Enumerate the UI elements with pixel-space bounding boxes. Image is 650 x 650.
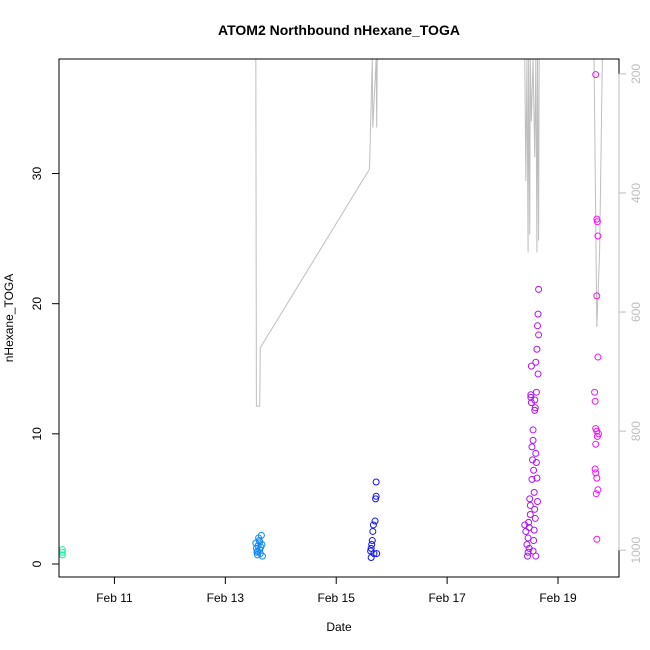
x-tick-label: Feb 17 [428, 591, 466, 605]
data-point [593, 218, 601, 226]
y-tick-label: 20 [30, 297, 44, 311]
data-point [257, 531, 265, 539]
data-point [592, 469, 600, 477]
data-point [532, 358, 540, 366]
data-point [532, 458, 540, 466]
data-point [254, 547, 261, 555]
data-point [532, 388, 540, 396]
secondary-series [255, 58, 603, 407]
data-point [535, 331, 543, 339]
data-point [528, 443, 536, 451]
data-point [533, 345, 541, 353]
data-point [527, 391, 535, 399]
data-point [592, 71, 600, 79]
data-point [592, 440, 600, 448]
y-axis-label: nHexane_TOGA [2, 274, 16, 363]
data-point [593, 215, 601, 223]
data-point [523, 540, 531, 548]
data-point [534, 498, 541, 506]
secondary-tick-label: 1000 [629, 537, 643, 564]
data-point [534, 370, 542, 378]
secondary-tick-label: 800 [629, 421, 643, 441]
data-point [258, 552, 266, 560]
secondary-series-line [255, 58, 603, 407]
data-point [373, 550, 381, 558]
y-tick-label: 30 [30, 167, 44, 181]
secondary-tick-label: 600 [629, 302, 643, 322]
data-point [526, 501, 534, 509]
data-point [256, 538, 264, 546]
x-axis-label: Date [326, 620, 352, 634]
data-point [593, 474, 601, 482]
data-point [530, 537, 538, 545]
x-axis: Feb 11 Feb 13 Feb 15 Feb 17 Feb 19 [96, 576, 577, 605]
data-point [528, 475, 536, 483]
data-point [526, 511, 534, 519]
y-tick-label: 0 [30, 560, 44, 567]
data-point [531, 404, 539, 412]
data-point [591, 465, 599, 473]
data-point [367, 544, 375, 552]
data-point [525, 518, 533, 526]
data-point [532, 449, 540, 457]
data-point [372, 495, 380, 503]
data-point [530, 526, 538, 534]
data-point [593, 535, 601, 543]
x-tick-label: Feb 13 [207, 591, 245, 605]
data-point [591, 397, 599, 405]
data-point [593, 292, 601, 300]
data-point [531, 505, 539, 513]
data-point [529, 426, 537, 434]
data-point [531, 514, 539, 522]
data-point [534, 310, 542, 318]
data-point [531, 406, 539, 414]
secondary-y-axis: 200 400 600 800 1000 [618, 64, 643, 564]
x-tick-label: Feb 11 [96, 591, 133, 605]
data-point [535, 285, 543, 293]
data-point [526, 495, 534, 503]
chart-title: ATOM2 Northbound nHexane_TOGA [218, 22, 460, 38]
data-point [534, 322, 541, 330]
data-point [371, 517, 379, 525]
data-point [369, 521, 377, 529]
data-point [372, 478, 380, 486]
x-tick-label: Feb 15 [318, 591, 356, 605]
data-point [372, 492, 380, 500]
secondary-tick-label: 400 [629, 183, 643, 203]
data-point [524, 534, 532, 542]
data-point [531, 396, 539, 404]
scatter-points [58, 71, 602, 561]
secondary-tick-label: 200 [629, 64, 643, 84]
data-point [525, 544, 533, 552]
data-point [522, 527, 530, 535]
data-point [591, 388, 599, 396]
data-point [529, 436, 537, 444]
data-point [533, 474, 541, 482]
data-point [532, 552, 540, 560]
data-point [594, 430, 602, 438]
data-point [368, 540, 376, 548]
data-point [368, 537, 376, 545]
data-point [530, 466, 538, 474]
y-axis: 0 10 20 30 [30, 167, 60, 567]
data-point [370, 550, 378, 558]
x-tick-label: Feb 19 [539, 591, 577, 605]
data-point [369, 527, 377, 535]
data-point [594, 232, 602, 240]
data-point [530, 488, 538, 496]
data-point [524, 552, 532, 560]
data-point [594, 353, 602, 361]
y-tick-label: 10 [30, 427, 44, 441]
data-point [527, 362, 535, 370]
data-point [592, 490, 600, 498]
data-point [594, 486, 602, 494]
data-point [524, 548, 532, 556]
